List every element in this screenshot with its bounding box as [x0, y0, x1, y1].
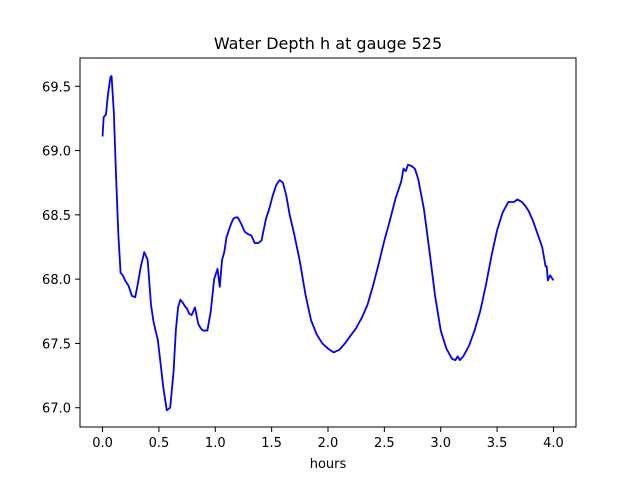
y-tick-label: 67.5	[42, 337, 71, 352]
x-axis-label: hours	[310, 457, 347, 472]
x-tick-label: 0.5	[149, 436, 170, 451]
y-tick-label: 68.5	[42, 209, 71, 224]
y-axis: 67.0 67.5 68.0 68.5 69.0 69.5	[42, 80, 80, 417]
plot-area	[101, 75, 555, 412]
y-tick-label: 68.0	[42, 273, 71, 288]
x-tick-label: 1.0	[205, 436, 226, 451]
y-tick-label: 67.0	[42, 402, 71, 417]
x-tick-label: 4.0	[543, 436, 564, 451]
x-tick-label: 2.5	[374, 436, 395, 451]
x-axis: 0.0 0.5 1.0 1.5 2.0 2.5 3.0 3.5 4.0	[92, 427, 564, 451]
x-tick-label: 3.0	[430, 436, 451, 451]
x-tick-label: 2.0	[318, 436, 339, 451]
x-tick-label: 1.5	[261, 436, 282, 451]
x-tick-label: 0.0	[92, 436, 113, 451]
x-tick-label: 3.5	[487, 436, 508, 451]
y-tick-label: 69.5	[42, 80, 71, 95]
chart-title: Water Depth h at gauge 525	[214, 34, 442, 53]
y-tick-label: 69.0	[42, 145, 71, 160]
series-line-0	[101, 75, 555, 412]
